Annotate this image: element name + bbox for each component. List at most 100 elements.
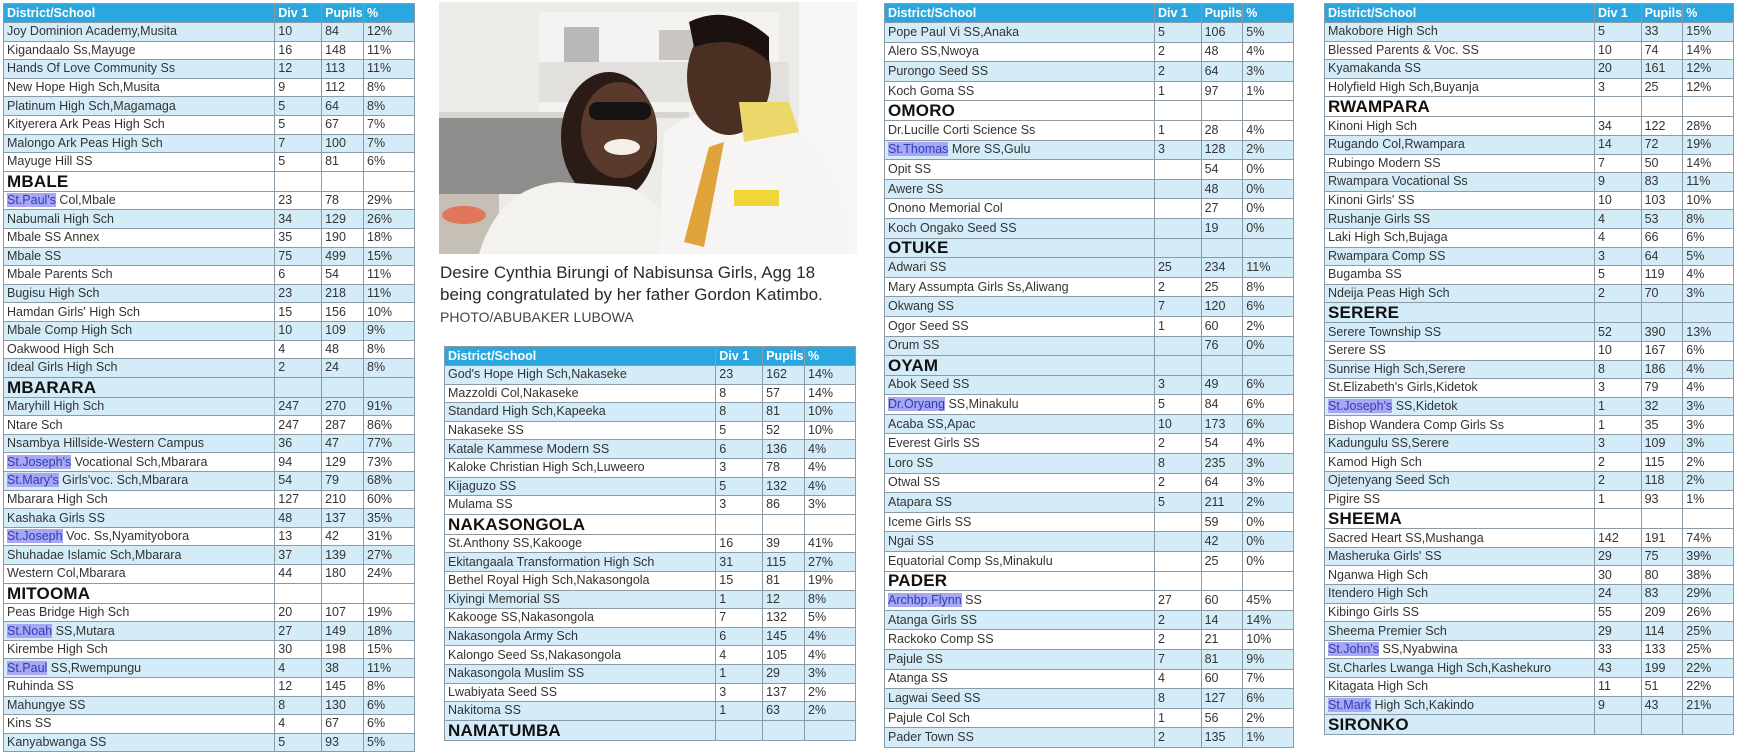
school-name-cell: Serere SS bbox=[1324, 340, 1595, 361]
empty-cell bbox=[1682, 302, 1734, 324]
pupils-cell: 80 bbox=[1640, 565, 1684, 586]
school-name-cell: Kitagata High Sch bbox=[1324, 677, 1595, 697]
empty-cell bbox=[274, 170, 323, 192]
div1-cell: 4 bbox=[274, 339, 323, 360]
table-row: Oakwood High Sch 4 48 8% bbox=[2, 339, 415, 360]
table-row: Archbp.Flynn SS 27 60 45% bbox=[884, 590, 1294, 611]
div1-cell: 52 bbox=[1593, 322, 1642, 342]
div1-cell: 4 bbox=[1153, 668, 1202, 690]
district-name: NAMATUMBA bbox=[443, 719, 717, 741]
percent-cell: 6% bbox=[1242, 296, 1294, 317]
empty-cell bbox=[1593, 508, 1642, 530]
table-row: Bugamba SS 5 119 4% bbox=[1324, 265, 1734, 285]
div1-cell: 14 bbox=[1593, 134, 1642, 155]
school-name: Atanga Girls SS bbox=[888, 612, 977, 627]
table-row: Equatorial Comp Ss,Minakulu 25 0% bbox=[884, 551, 1294, 572]
percent-cell: 15% bbox=[1682, 22, 1734, 42]
school-name: Kinoni High Sch bbox=[1328, 118, 1417, 133]
div1-cell: 9 bbox=[1593, 695, 1642, 716]
district-name: OTUKE bbox=[884, 237, 1155, 259]
district-header-row: OTUKE bbox=[884, 237, 1294, 259]
table-row: Purongo Seed SS 2 64 3% bbox=[884, 61, 1294, 82]
empty-cell bbox=[715, 513, 764, 535]
pupils-cell: 60 bbox=[1200, 668, 1244, 690]
percent-cell: 77% bbox=[363, 433, 415, 454]
school-name: Mayuge Hill SS bbox=[7, 154, 93, 169]
school-name-cell: Masheruka Girls' SS bbox=[1324, 546, 1595, 567]
table-row: Pajule SS 7 81 9% bbox=[884, 649, 1294, 670]
pupils-cell: 190 bbox=[321, 227, 365, 248]
div1-cell: 5 bbox=[1593, 265, 1642, 285]
percent-cell: 18% bbox=[363, 227, 415, 248]
percent-cell: 29% bbox=[1682, 584, 1734, 604]
table-row: Shuhadae Islamic Sch,Mbarara 37 139 27% bbox=[2, 545, 415, 566]
pupils-cell: 43 bbox=[1640, 695, 1684, 716]
div1-cell: 36 bbox=[274, 433, 323, 454]
table-row: Holyfield High Sch,Buyanja 3 25 12% bbox=[1324, 77, 1734, 98]
pupils-cell: 48 bbox=[321, 339, 365, 360]
school-name: Vocational Sch,Mbarara bbox=[71, 454, 208, 469]
pupils-cell: 54 bbox=[1200, 159, 1244, 180]
school-name-cell: Ojetenyang Seed Sch bbox=[1324, 471, 1595, 491]
school-name: Koch Ongako Seed SS bbox=[888, 220, 1017, 235]
table-row: Everest Girls SS 2 54 4% bbox=[884, 433, 1294, 455]
div1-cell: 30 bbox=[274, 639, 323, 660]
school-name: Pader Town SS bbox=[888, 730, 974, 745]
school-name: Rubingo Modern SS bbox=[1328, 155, 1441, 170]
empty-cell bbox=[715, 719, 764, 741]
school-name-cell: Makobore High Sch bbox=[1324, 22, 1595, 42]
school-name: SS,Rwempungu bbox=[47, 660, 142, 675]
percent-cell: 6% bbox=[1682, 227, 1734, 248]
school-name-cell: Loro SS bbox=[884, 453, 1155, 474]
school-name-cell: Serere Township SS bbox=[1324, 322, 1595, 342]
pupils-cell: 83 bbox=[1640, 584, 1684, 604]
table-row: Nakasongola Muslim SS 1 29 3% bbox=[443, 663, 856, 684]
percent-cell: 26% bbox=[363, 209, 415, 229]
percent-cell: 0% bbox=[1242, 159, 1294, 180]
school-name-cell: Acaba SS,Apac bbox=[884, 413, 1155, 435]
div1-cell: 5 bbox=[1593, 22, 1642, 42]
school-name-cell: Kakooge SS,Nakasongola bbox=[443, 608, 717, 628]
table-row: Mahungye SS 8 130 6% bbox=[2, 695, 415, 716]
table-row: Loro SS 8 235 3% bbox=[884, 453, 1294, 474]
pupils-cell: 21 bbox=[1200, 629, 1244, 650]
table-row: Kashaka Girls SS 48 137 35% bbox=[2, 508, 415, 528]
news-photo bbox=[439, 2, 857, 254]
percent-cell: 0% bbox=[1242, 335, 1294, 357]
div1-cell: 1 bbox=[1153, 315, 1202, 337]
div1-cell: 23 bbox=[715, 365, 764, 385]
table-row: Rwampara Vocational Ss 9 83 11% bbox=[1324, 172, 1734, 192]
school-name-cell: Ogor Seed SS bbox=[884, 315, 1155, 337]
empty-cell bbox=[1682, 508, 1734, 530]
pupils-cell: 60 bbox=[1200, 590, 1244, 611]
table-row: Ndeija Peas High Sch 2 70 3% bbox=[1324, 283, 1734, 304]
table-row: St.Joseph's Vocational Sch,Mbarara 94 129 7… bbox=[2, 452, 415, 473]
pupils-cell: 35 bbox=[1640, 415, 1684, 435]
div1-cell: 5 bbox=[1153, 22, 1202, 43]
school-name: Joy Dominion Academy,Musita bbox=[7, 24, 177, 39]
pupils-cell: 287 bbox=[321, 415, 365, 435]
table-row: St.Mark High Sch,Kakindo 9 43 21% bbox=[1324, 695, 1734, 716]
school-name: Kaloke Christian High Sch,Luweero bbox=[448, 460, 645, 475]
highlighted-text: St.Noah bbox=[7, 623, 53, 638]
school-name-cell: Western Col,Mbarara bbox=[2, 564, 276, 584]
school-name: Atapara SS bbox=[888, 495, 952, 510]
pupils-cell: 39 bbox=[762, 533, 806, 554]
school-name-cell: Ruhinda SS bbox=[2, 677, 276, 697]
school-name-cell: St.Paul SS,Rwempungu bbox=[2, 658, 276, 678]
percent-cell: 4% bbox=[804, 626, 856, 647]
school-name: Pope Paul Vi SS,Anaka bbox=[888, 24, 1020, 39]
district-header-row: SIRONKO bbox=[1324, 714, 1734, 736]
table-row: Sunrise High Sch,Serere 8 186 4% bbox=[1324, 359, 1734, 380]
school-name: Laki High Sch,Bujaga bbox=[1328, 230, 1448, 245]
empty-cell bbox=[1640, 508, 1684, 530]
percent-cell: 6% bbox=[363, 714, 415, 734]
table-row: Rushanje Girls SS 4 53 8% bbox=[1324, 209, 1734, 229]
pupils-cell: 97 bbox=[1200, 80, 1244, 102]
photo-father-daughter-image bbox=[439, 2, 857, 254]
school-name: Equatorial Comp Ss,Minakulu bbox=[888, 553, 1053, 568]
percent-cell: 8% bbox=[804, 589, 856, 610]
empty-cell bbox=[1593, 96, 1642, 118]
table-row: Pope Paul Vi SS,Anaka 5 106 5% bbox=[884, 22, 1294, 43]
district-name: OYAM bbox=[884, 355, 1155, 376]
